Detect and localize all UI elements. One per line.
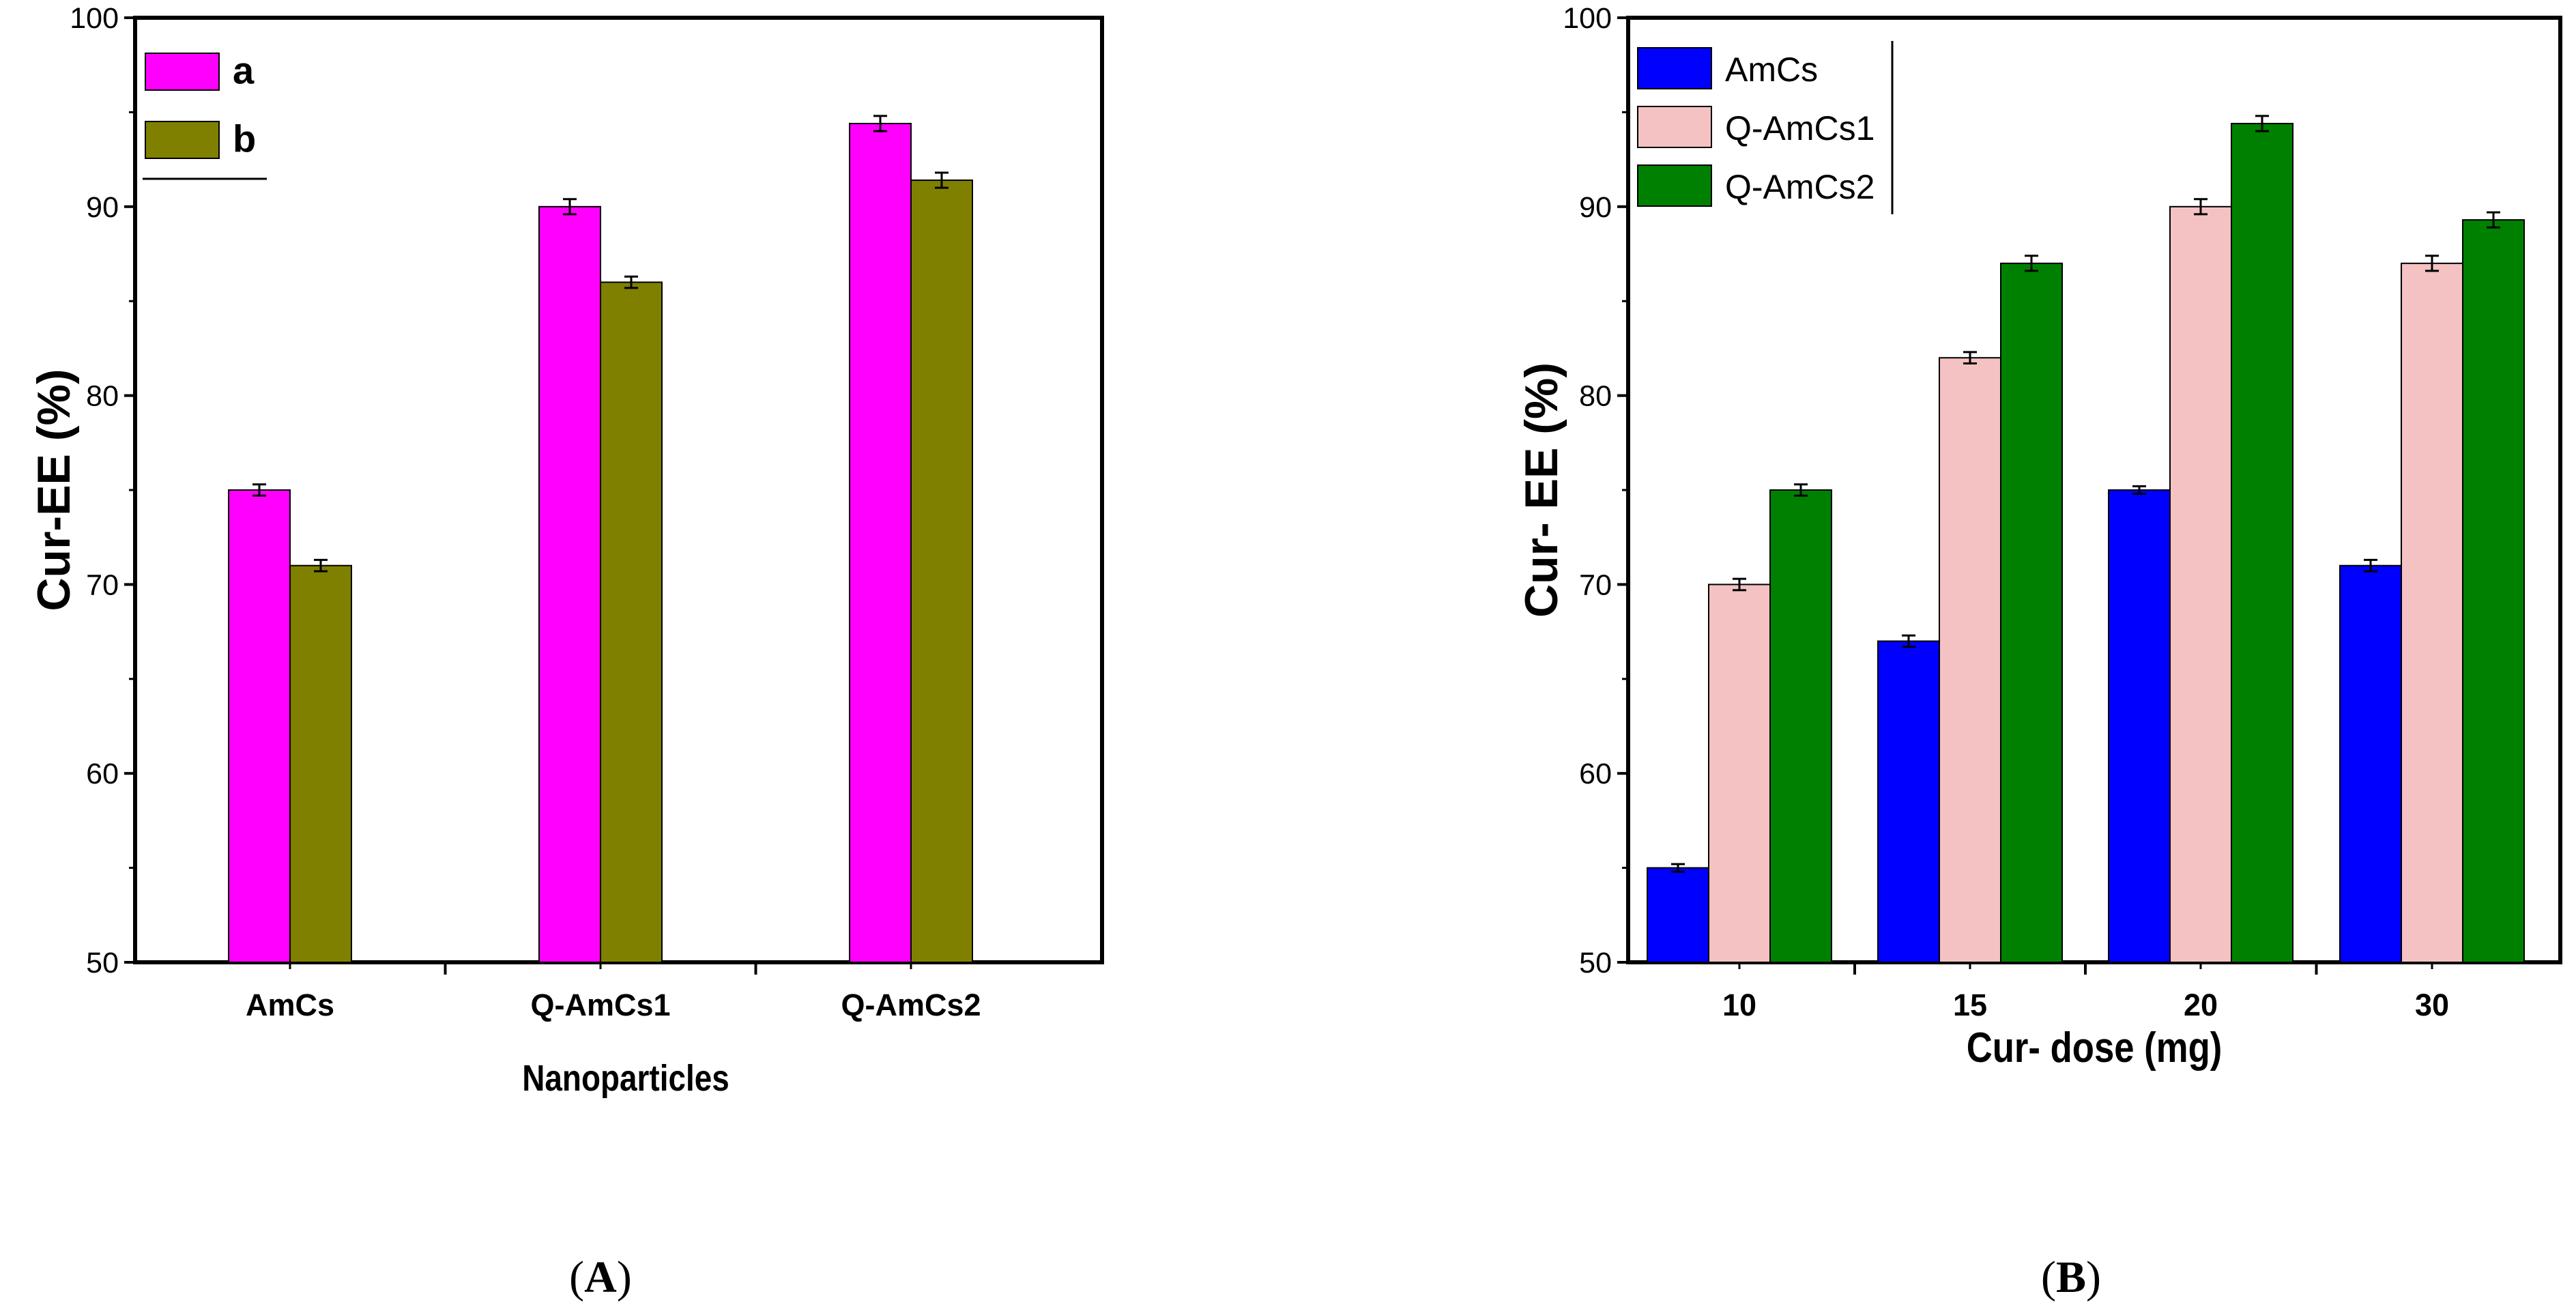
y-axis-title: Cur-EE (%) [28, 369, 80, 611]
bar-b [2108, 489, 2171, 963]
x-category-label: Q-AmCs2 [841, 988, 981, 1022]
legend-swatch [1637, 106, 1712, 148]
bar-a [538, 205, 601, 963]
legend-swatch [1637, 47, 1712, 89]
y-tick-label: 70 [1579, 569, 1612, 601]
y-tick-label: 60 [86, 758, 119, 790]
legend-label: Q-AmCs1 [1725, 109, 1875, 147]
y-tick-label: 90 [86, 191, 119, 224]
legend-label: AmCs [1725, 51, 1818, 89]
bar-b [2462, 219, 2525, 963]
legend-label: b [233, 117, 256, 160]
legend-swatch [145, 121, 220, 159]
bar-b [2000, 262, 2063, 964]
x-category-label: 20 [2184, 988, 2218, 1022]
bar-b [2231, 123, 2293, 963]
y-tick-label: 100 [70, 2, 119, 35]
x-category-label: 10 [1722, 988, 1756, 1022]
legend-label: a [233, 48, 255, 91]
chart-panel-b: 50 60 70 80 90 100 10 15 20 30 Cur- dose (mg) Cur- … [1516, 2, 2562, 1071]
bar-b [1877, 640, 1940, 963]
legend-swatch [1637, 164, 1712, 207]
bar-b [1939, 357, 2001, 963]
bar-a [289, 564, 352, 963]
x-category-label: Q-AmCs1 [530, 988, 670, 1022]
y-tick-label: 80 [1579, 380, 1612, 413]
bar-a [849, 123, 912, 963]
panel-label-b: (B) [2041, 1252, 2101, 1302]
chart-panel-a: 50 60 70 80 90 100 AmCs Q-AmCs1 Q-AmCs2 Nanoparti… [28, 2, 1104, 1099]
panel-label-a: (A) [569, 1252, 632, 1302]
x-axis-title: Nanoparticles [522, 1058, 729, 1099]
bar-b [2169, 205, 2232, 963]
bar-a [228, 489, 291, 963]
bar-b [1647, 867, 1709, 963]
bar-b [1769, 489, 1832, 963]
legend-a: ab [143, 48, 267, 180]
bar-a [600, 281, 663, 963]
y-tick-label: 50 [86, 947, 119, 979]
legend-b: AmCs Q-AmCs1 Q-AmCs2 [1637, 41, 1894, 214]
legend-swatch [145, 53, 220, 91]
bar-b [2401, 262, 2463, 964]
x-axis-title: Cur- dose (mg) [1967, 1024, 2223, 1071]
x-category-label: AmCs [246, 988, 334, 1022]
y-tick-label: 70 [86, 569, 119, 601]
y-tick-label: 100 [1563, 2, 1612, 35]
bar-a [910, 179, 973, 964]
bar-b [2339, 564, 2402, 963]
x-category-label: 15 [1953, 988, 1987, 1022]
y-tick-label: 80 [86, 380, 119, 413]
x-category-label: 30 [2415, 988, 2449, 1022]
y-tick-label: 50 [1579, 947, 1612, 979]
y-axis-title: Cur- EE (%) [1516, 362, 1567, 618]
bar-b [1708, 584, 1771, 963]
legend-label: Q-AmCs2 [1725, 168, 1875, 206]
y-tick-label: 60 [1579, 758, 1612, 790]
y-tick-label: 90 [1579, 191, 1612, 224]
